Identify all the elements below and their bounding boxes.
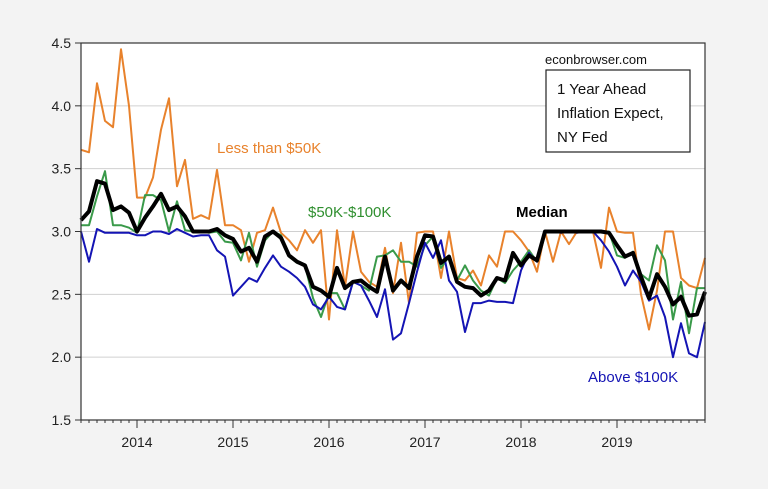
legend-line-2: Inflation Expect, <box>557 105 664 122</box>
x-tick-label: 2019 <box>601 434 632 450</box>
x-tick-label: 2014 <box>121 434 152 450</box>
series-line-less-than-50k <box>80 48 706 331</box>
legend-line-3: NY Fed <box>557 129 608 146</box>
x-tick-label: 2017 <box>409 434 440 450</box>
series-label-above-100k: Above $100K <box>588 369 678 386</box>
series-line-median <box>79 179 707 318</box>
x-tick-label: 2018 <box>505 434 536 450</box>
series-label-50k-100k: $50K-$100K <box>308 204 391 221</box>
legend-line-1: 1 Year Ahead <box>557 81 646 98</box>
x-tick-label: 2016 <box>313 434 344 450</box>
y-tick-label: 2.5 <box>52 286 72 302</box>
y-tick-label: 1.5 <box>52 412 72 428</box>
y-tick-label: 4.5 <box>52 35 72 51</box>
series-label-less-than-50k: Less than $50K <box>217 140 321 157</box>
source-note: econbrowser.com <box>545 52 647 67</box>
series-label-median: Median <box>516 204 568 221</box>
y-tick-label: 2.0 <box>52 349 72 365</box>
y-tick-label: 4.0 <box>52 98 72 114</box>
legend-box: 1 Year Ahead Inflation Expect, NY Fed <box>545 69 691 153</box>
y-tick-label: 3.0 <box>52 224 72 240</box>
x-tick-label: 2015 <box>217 434 248 450</box>
y-tick-label: 3.5 <box>52 161 72 177</box>
series-line-above-100k <box>80 228 706 359</box>
